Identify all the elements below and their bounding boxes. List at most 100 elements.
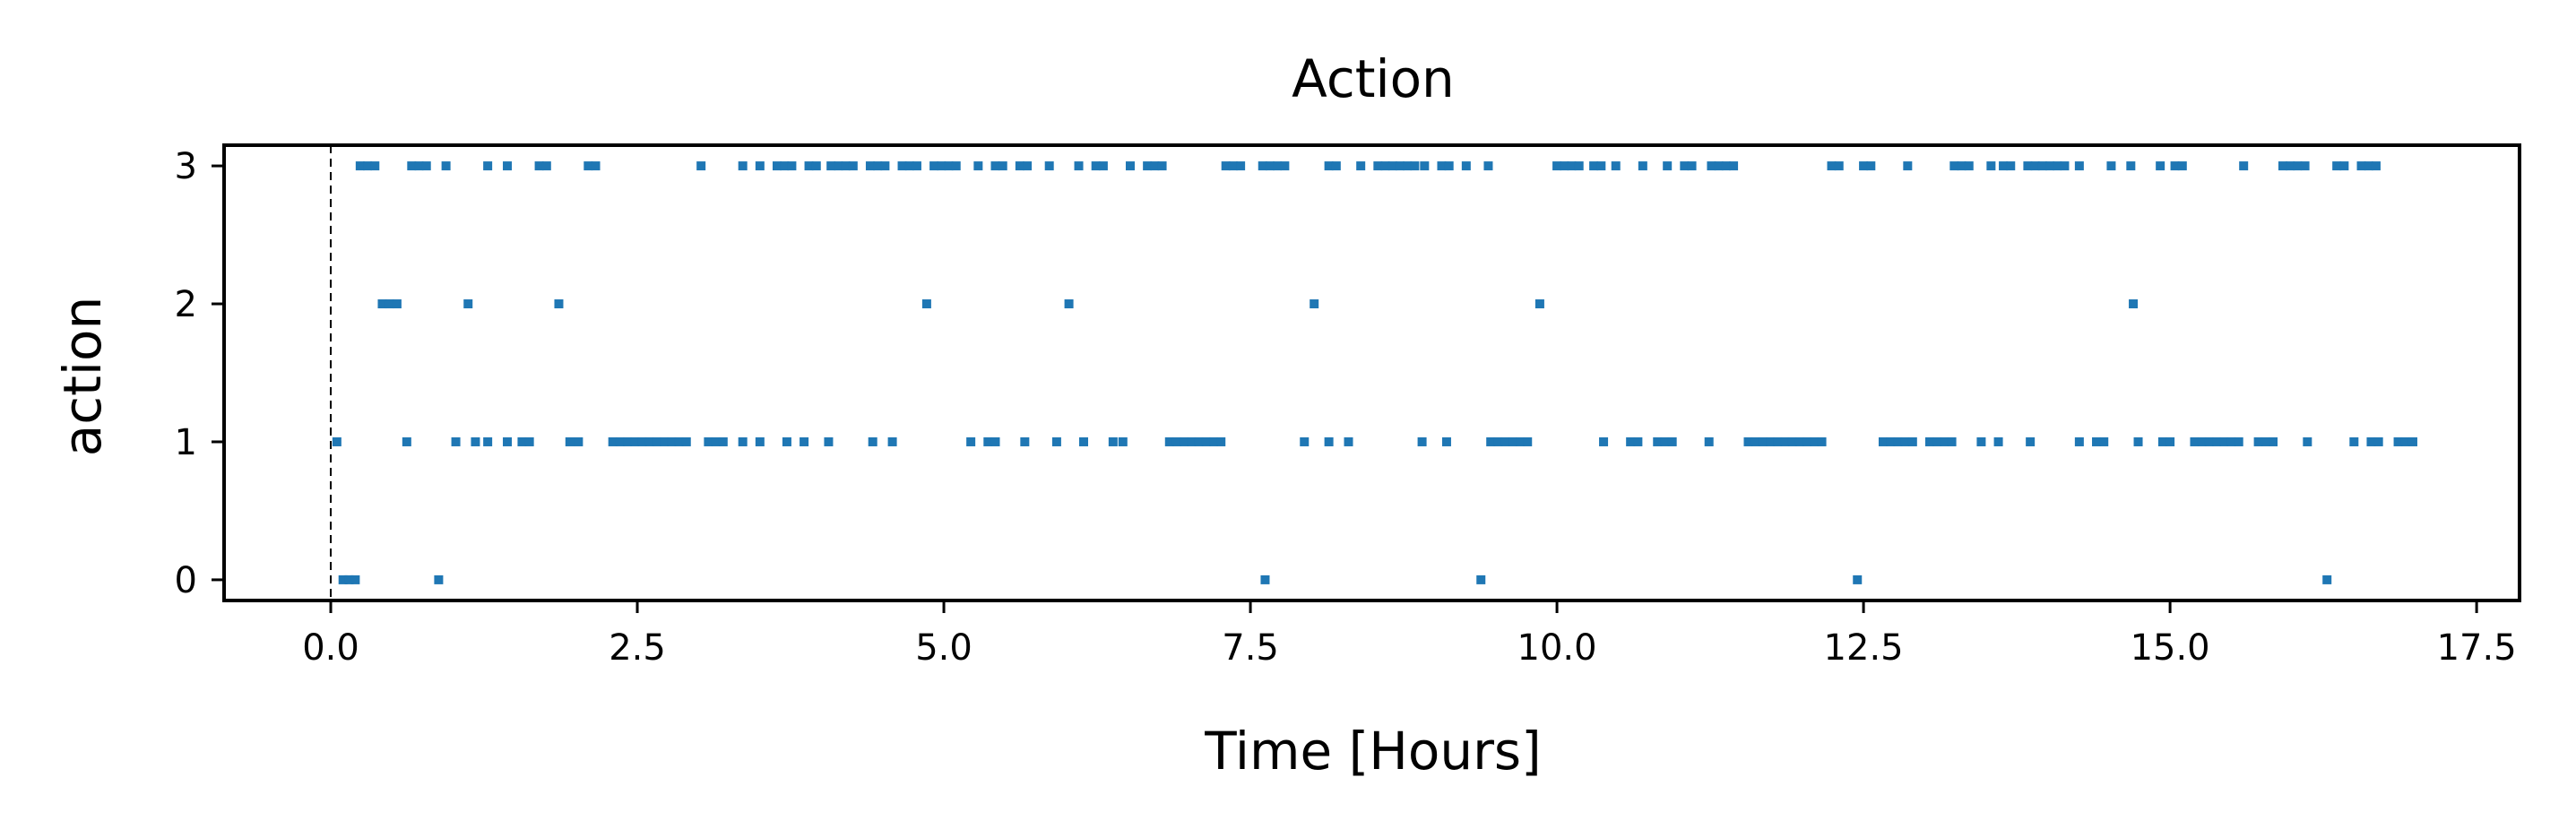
data-point	[1493, 436, 1503, 446]
data-point	[1387, 161, 1397, 171]
data-point	[1611, 161, 1621, 171]
data-point	[2037, 161, 2047, 171]
data-point	[1567, 161, 1577, 171]
data-point	[1486, 436, 1496, 446]
data-point	[681, 436, 691, 446]
data-point	[711, 436, 721, 446]
data-point	[826, 161, 836, 171]
data-point	[1280, 161, 1290, 171]
data-point	[2023, 161, 2033, 171]
data-point	[1344, 436, 1353, 446]
data-point	[660, 436, 670, 446]
data-point	[1859, 161, 1869, 171]
data-point	[1940, 436, 1949, 446]
data-point	[2170, 161, 2180, 171]
data-point	[1044, 161, 1054, 171]
data-point	[1508, 436, 1517, 446]
data-point	[2407, 436, 2417, 446]
data-point	[912, 161, 921, 171]
data-point	[966, 436, 976, 446]
data-point	[2026, 436, 2036, 446]
data-point	[937, 161, 947, 171]
data-point	[451, 436, 461, 446]
data-point	[1574, 161, 1584, 171]
data-point	[1216, 436, 1226, 446]
data-point	[1516, 436, 1526, 446]
data-point	[1331, 161, 1341, 171]
data-point	[2400, 436, 2410, 446]
data-point	[2074, 436, 2084, 446]
data-point	[1758, 436, 1768, 446]
data-point	[1721, 161, 1731, 171]
y-axis: 0 1 2 3	[175, 146, 224, 601]
data-point	[921, 299, 931, 309]
data-point	[998, 161, 1007, 171]
data-point	[841, 161, 851, 171]
data-point	[377, 299, 387, 309]
data-point	[1780, 436, 1790, 446]
data-point	[824, 436, 834, 446]
data-point	[2053, 161, 2062, 171]
data-point	[834, 161, 843, 171]
data-point	[2393, 436, 2403, 446]
data-point	[2074, 161, 2084, 171]
data-point	[1766, 436, 1776, 446]
data-point	[2006, 161, 2016, 171]
data-point	[1420, 161, 1430, 171]
data-point	[1221, 161, 1231, 171]
data-point	[2260, 436, 2270, 446]
data-point	[332, 436, 341, 446]
data-point	[973, 161, 983, 171]
y-tick-label: 1	[175, 422, 197, 463]
data-point	[637, 436, 647, 446]
data-point	[434, 575, 444, 584]
data-point	[1417, 436, 1427, 446]
data-point	[738, 436, 748, 446]
data-point	[782, 436, 791, 446]
data-point	[1589, 161, 1599, 171]
data-point	[2371, 161, 2381, 171]
data-point	[1729, 161, 1739, 171]
data-point	[407, 161, 417, 171]
data-point	[755, 161, 765, 171]
data-point	[1976, 436, 1986, 446]
data-point	[990, 161, 1000, 171]
data-point	[1064, 299, 1074, 309]
data-point	[554, 299, 564, 309]
data-point	[1660, 436, 1670, 446]
data-point	[2129, 299, 2139, 309]
data-point	[1999, 161, 2009, 171]
y-tick-label: 3	[175, 146, 197, 187]
data-point	[471, 436, 480, 446]
data-point	[1957, 161, 1967, 171]
data-point	[2234, 436, 2243, 446]
data-point	[503, 161, 513, 171]
data-point	[1273, 161, 1283, 171]
data-point	[2092, 436, 2102, 446]
data-point	[1164, 436, 1174, 446]
data-point	[1395, 161, 1405, 171]
data-point	[2204, 436, 2214, 446]
data-point	[1560, 161, 1569, 171]
data-point	[1949, 161, 1959, 171]
data-point	[1534, 299, 1544, 309]
data-point	[983, 436, 993, 446]
data-point	[630, 436, 640, 446]
x-tick-label: 15.0	[2131, 627, 2210, 669]
x-tick-label: 5.0	[915, 627, 972, 669]
x-tick-label: 17.5	[2437, 627, 2517, 669]
data-point	[1023, 161, 1033, 171]
data-point	[696, 161, 706, 171]
data-point	[350, 575, 360, 584]
data-point	[1461, 161, 1471, 171]
data-point	[1903, 161, 1913, 171]
data-point	[2303, 436, 2312, 446]
data-point	[517, 436, 527, 446]
data-point	[1201, 436, 1211, 446]
data-point	[402, 436, 411, 446]
data-point	[2286, 161, 2295, 171]
data-point	[1108, 436, 1118, 446]
data-point	[2356, 161, 2366, 171]
data-point	[2190, 436, 2200, 446]
data-point	[1773, 436, 1783, 446]
